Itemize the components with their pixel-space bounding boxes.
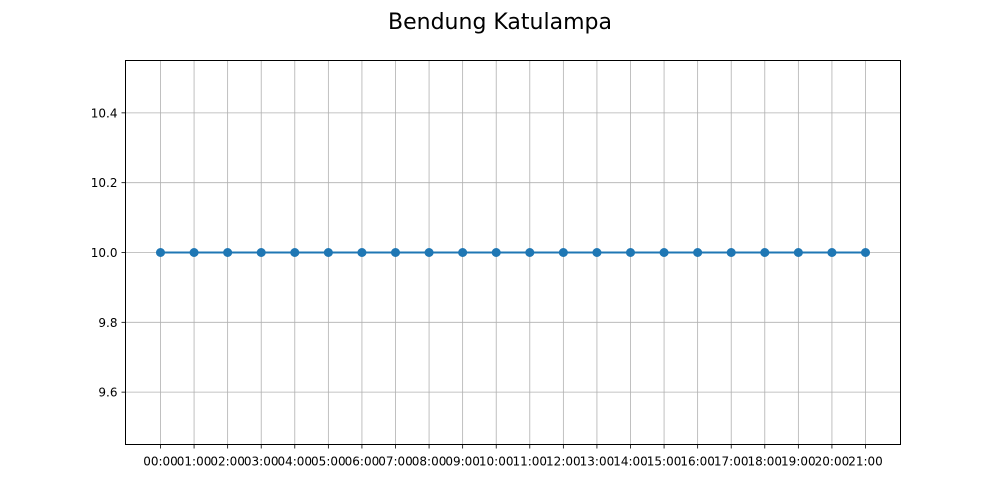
chart-title: Bendung Katulampa <box>388 10 612 35</box>
x-tick-label: 17:00 <box>714 455 749 469</box>
data-point <box>827 248 837 257</box>
series-line-group <box>156 248 870 257</box>
data-point <box>726 248 736 257</box>
x-tick-label: 14:00 <box>613 455 648 469</box>
x-tick-label: 19:00 <box>781 455 816 469</box>
data-point <box>357 248 367 257</box>
axes: 00:0001:0002:0003:0004:0005:0006:0007:00… <box>91 106 883 468</box>
y-tick-label: 10.0 <box>91 246 118 260</box>
x-tick-label: 11:00 <box>512 455 547 469</box>
data-point <box>592 248 602 257</box>
data-point <box>256 248 266 257</box>
data-point <box>861 248 870 257</box>
data-point <box>558 248 568 257</box>
y-tick-label: 10.2 <box>91 176 118 190</box>
x-tick-label: 13:00 <box>580 455 615 469</box>
x-tick-label: 09:00 <box>445 455 480 469</box>
x-tick-label: 21:00 <box>848 455 883 469</box>
x-tick-label: 20:00 <box>815 455 850 469</box>
data-point <box>223 248 233 257</box>
x-tick-label: 05:00 <box>311 455 346 469</box>
y-tick-label: 9.8 <box>98 316 117 330</box>
x-tick-label: 12:00 <box>546 455 581 469</box>
data-point <box>391 248 400 257</box>
data-point <box>156 248 165 257</box>
x-tick-label: 06:00 <box>345 455 380 469</box>
data-point <box>693 248 703 257</box>
x-tick-label: 16:00 <box>680 455 715 469</box>
x-tick-label: 10:00 <box>479 455 514 469</box>
x-tick-label: 15:00 <box>647 455 682 469</box>
data-point <box>659 248 669 257</box>
data-point <box>760 248 770 257</box>
x-tick-label: 08:00 <box>412 455 447 469</box>
plot-area-frame <box>125 60 901 445</box>
x-tick-label: 00:00 <box>143 455 178 469</box>
x-tick-label: 01:00 <box>177 455 212 469</box>
x-tick-label: 02:00 <box>210 455 245 469</box>
data-point <box>189 248 199 257</box>
data-point <box>626 248 635 257</box>
data-point <box>491 248 501 257</box>
x-tick-label: 07:00 <box>378 455 413 469</box>
x-tick-label: 18:00 <box>747 455 782 469</box>
x-tick-label: 03:00 <box>244 455 279 469</box>
y-tick-label: 9.6 <box>98 386 117 400</box>
data-point <box>525 248 535 257</box>
data-point <box>290 248 300 257</box>
data-point <box>323 248 333 257</box>
y-tick-label: 10.4 <box>91 106 118 120</box>
data-point <box>793 248 803 257</box>
data-point <box>424 248 434 257</box>
data-point <box>458 248 468 257</box>
x-tick-label: 04:00 <box>277 455 312 469</box>
